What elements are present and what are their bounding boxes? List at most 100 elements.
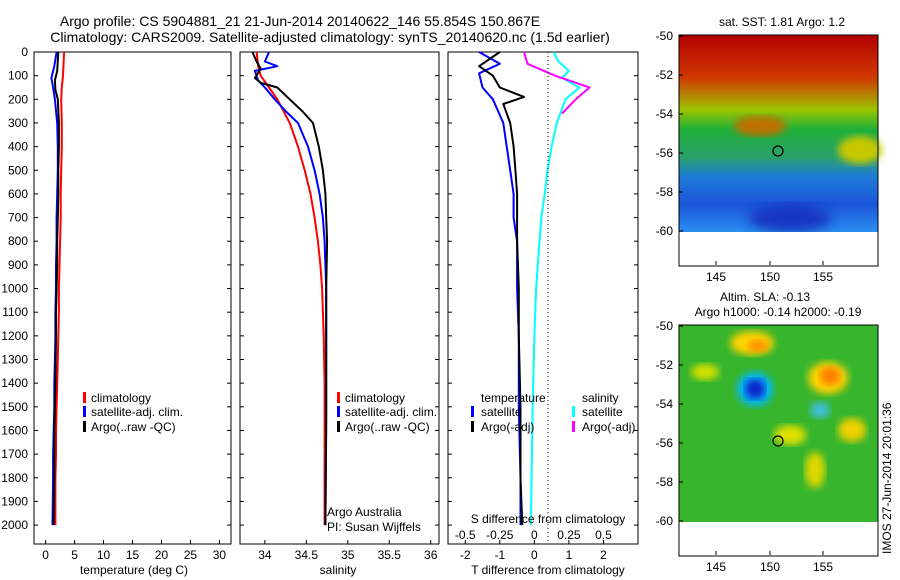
legend-swatch-argo [337,421,340,432]
x-tick-label: 35.5 [378,548,402,562]
lon-tick-label: 150 [760,270,780,284]
sst-lat-ticks: -50 -52 -54 -56 -58 -60 [656,29,683,238]
difference-series [478,51,591,526]
lat-tick-label: -52 [656,68,674,82]
x-tick-label: 1 [566,548,573,562]
series-line [52,51,60,526]
legend-label-satellite: satellite-adj. clim. [91,405,183,419]
depth-tick-label: 900 [8,258,28,272]
legend-label-temp-satellite: satellite [481,405,522,419]
legend-swatch-sal-satellite [572,406,575,417]
depth-tick-label: 2000 [1,518,28,532]
depth-tick-label: 1500 [1,400,28,414]
salinity-series [251,51,329,526]
difference-panel [447,51,639,545]
legend-swatch-temp-satellite [471,406,474,417]
lat-tick-label: -58 [656,185,674,199]
temperature-series [50,51,66,526]
lat-tick-label: -50 [656,319,674,333]
x-tick-label: 0 [531,548,538,562]
x2-tick-label: 0 [531,528,538,542]
lon-tick-label: 150 [760,560,780,574]
x-tick-label: 5 [71,548,78,562]
x-tick-label: -2 [460,548,471,562]
depth-tick-label: 500 [8,163,28,177]
sst-cold-core [748,204,832,232]
x-tick-label: 35 [341,548,355,562]
series-line [251,51,329,526]
lat-tick-label: -58 [656,475,674,489]
x-tick-label: 25 [184,548,198,562]
lat-tick-label: -54 [656,107,674,121]
sla-low-core [745,379,765,399]
x-tick-label: 20 [155,548,169,562]
lat-tick-label: -52 [656,358,674,372]
legend-swatch-argo [83,421,86,432]
lon-tick-label: 155 [813,270,833,284]
legend-label-sal-argo: Argo(-adj) [582,420,635,434]
sla-high-5 [838,418,866,442]
sla-lat-ticks: -50 -52 -54 -56 -58 -60 [656,319,683,528]
difference-s-ticks: -0.5 -0.25 0 0.25 0.5 [455,528,612,542]
depth-tick-label: 1600 [1,423,28,437]
series-line [478,51,522,526]
figure-title-line2: Climatology: CARS2009. Satellite-adjuste… [50,29,610,45]
legend-label-sal-satellite: satellite [582,405,623,419]
x-tick-label: 10 [97,548,111,562]
lat-tick-label: -56 [656,436,674,450]
depth-tick-label: 1200 [1,329,28,343]
sla-map: -50 -52 -54 -56 -58 -60 145 150 155 [656,319,879,574]
depth-tick-label: 1900 [1,494,28,508]
legend-swatch-sal-argo [572,421,575,432]
series-line [523,51,591,115]
x2-tick-label: -0.25 [486,528,514,542]
difference-x-ticks: -2 -1 0 1 2 [460,540,607,562]
credit-line1: Argo Australia [327,505,402,519]
series-line [54,51,66,526]
x-tick-label: -1 [494,548,505,562]
sst-map: -50 -52 -54 -56 -58 -60 145 150 155 [656,29,882,284]
credit-line2: PI: Susan Wijffels [327,520,421,534]
x-tick-label: 30 [213,548,227,562]
temperature-panel [33,51,232,545]
sla-map-title-line2: Argo h1000: -0.14 h2000: -0.19 [695,305,862,319]
sla-frame [678,324,879,557]
sla-high-4 [774,425,806,445]
sla-float-marker [772,435,784,447]
sst-frame [678,34,879,267]
sla-lon-ticks: 145 150 155 [706,551,833,574]
temperature-x-ticks: 0 5 10 15 20 25 30 [42,540,226,562]
sst-lon-ticks: 145 150 155 [706,261,833,284]
sst-field [679,35,878,232]
lat-tick-label: -56 [656,146,674,160]
x-tick-label: 34.5 [295,548,319,562]
depth-tick-label: 300 [8,116,28,130]
lon-tick-label: 145 [706,560,726,574]
sla-high-2-core [820,367,840,385]
lat-tick-label: -60 [656,224,674,238]
legend-title-salinity: salinity [582,391,619,405]
legend-label-satellite: satellite-adj. clim. [345,405,437,419]
x-tick-label: 36 [424,548,438,562]
series-line [255,51,326,526]
x-tick-label: 0 [42,548,49,562]
legend-label-climatology: climatology [345,391,405,405]
depth-tick-label: 400 [8,140,28,154]
lon-tick-label: 145 [706,270,726,284]
difference-xlabel: T difference from climatology [471,563,625,577]
legend-label-climatology: climatology [91,391,151,405]
depth-tick-label: 1700 [1,447,28,461]
depth-tick-label: 800 [8,234,28,248]
series-line [478,51,525,526]
sla-map-title-line1: Altim. SLA: -0.13 [720,290,810,304]
sst-float-marker [772,145,784,157]
sst-map-title: sat. SST: 1.81 Argo: 1.2 [719,15,845,29]
legend-label-temp-argo: Argo(-adj) [481,420,534,434]
legend-swatch-climatology [83,392,86,403]
imos-watermark: IMOS 27-Jun-2014 20:01:36 [880,402,894,554]
depth-tick-label: 1800 [1,471,28,485]
legend-label-argo: Argo(..raw -QC) [345,420,430,434]
depth-tick-label: 200 [8,92,28,106]
sla-high-6 [805,452,825,488]
depth-tick-label: 700 [8,211,28,225]
